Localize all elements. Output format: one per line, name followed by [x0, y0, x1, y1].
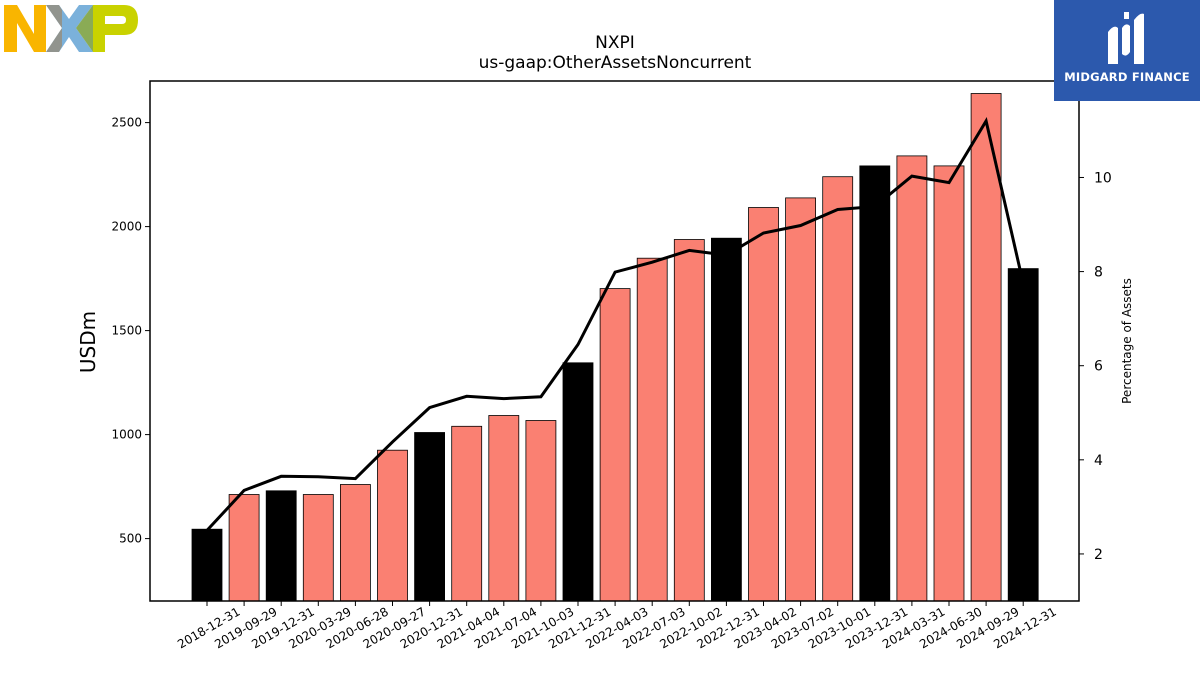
bar [785, 197, 816, 602]
x-axis: 2018-12-312019-09-292019-12-312020-03-29… [175, 601, 1059, 651]
percentage-line [205, 117, 1025, 532]
y-tick-label: 1500 [111, 324, 142, 338]
bar [748, 207, 779, 602]
y-tick-label: 1000 [111, 428, 142, 442]
y-tick-label: 2500 [111, 116, 142, 130]
y-axis-right: 2 4 6 8 10 [1079, 170, 1112, 563]
bar [970, 93, 1002, 602]
y-axis-label: USDm [76, 311, 100, 373]
bar [933, 165, 965, 602]
bar-group [191, 93, 1039, 602]
midgard-finance-logo: MIDGARD FINANCE [1054, 0, 1200, 101]
bar [562, 362, 594, 602]
y2-axis-label: Percentage of Assets [1120, 278, 1134, 404]
bar [599, 288, 631, 602]
bar [228, 494, 260, 602]
y2-tick-label: 4 [1094, 453, 1103, 469]
bar [377, 449, 408, 602]
y-tick-label: 500 [119, 532, 142, 546]
bar [414, 432, 446, 602]
bar [191, 528, 223, 602]
bar [822, 176, 854, 602]
bar [488, 415, 520, 602]
y2-tick-label: 6 [1094, 359, 1103, 375]
y2-tick-label: 2 [1094, 547, 1103, 563]
nxp-logo-mark [4, 5, 138, 52]
bar [673, 239, 705, 602]
y2-tick-label: 8 [1094, 265, 1103, 281]
bar [525, 420, 557, 602]
bar [1007, 268, 1039, 602]
plot-frame [149, 80, 1080, 602]
y-axis-left: 500 1000 1500 2000 2500 [111, 116, 150, 546]
bar [339, 484, 371, 602]
midgard-mark-icon [1108, 12, 1144, 65]
bar [896, 155, 928, 602]
bar [451, 425, 483, 602]
chart-title: NXPI [595, 33, 635, 53]
bar [859, 165, 891, 602]
chart-subtitle: us-gaap:OtherAssetsNoncurrent [479, 53, 752, 73]
bar [636, 257, 668, 602]
bar [711, 237, 742, 602]
brand-name: MIDGARD FINANCE [1064, 70, 1190, 84]
y-tick-label: 2000 [111, 220, 142, 234]
nxp-logo [4, 4, 140, 58]
bar [302, 494, 334, 602]
bar [265, 490, 297, 602]
y2-tick-label: 10 [1094, 170, 1112, 186]
